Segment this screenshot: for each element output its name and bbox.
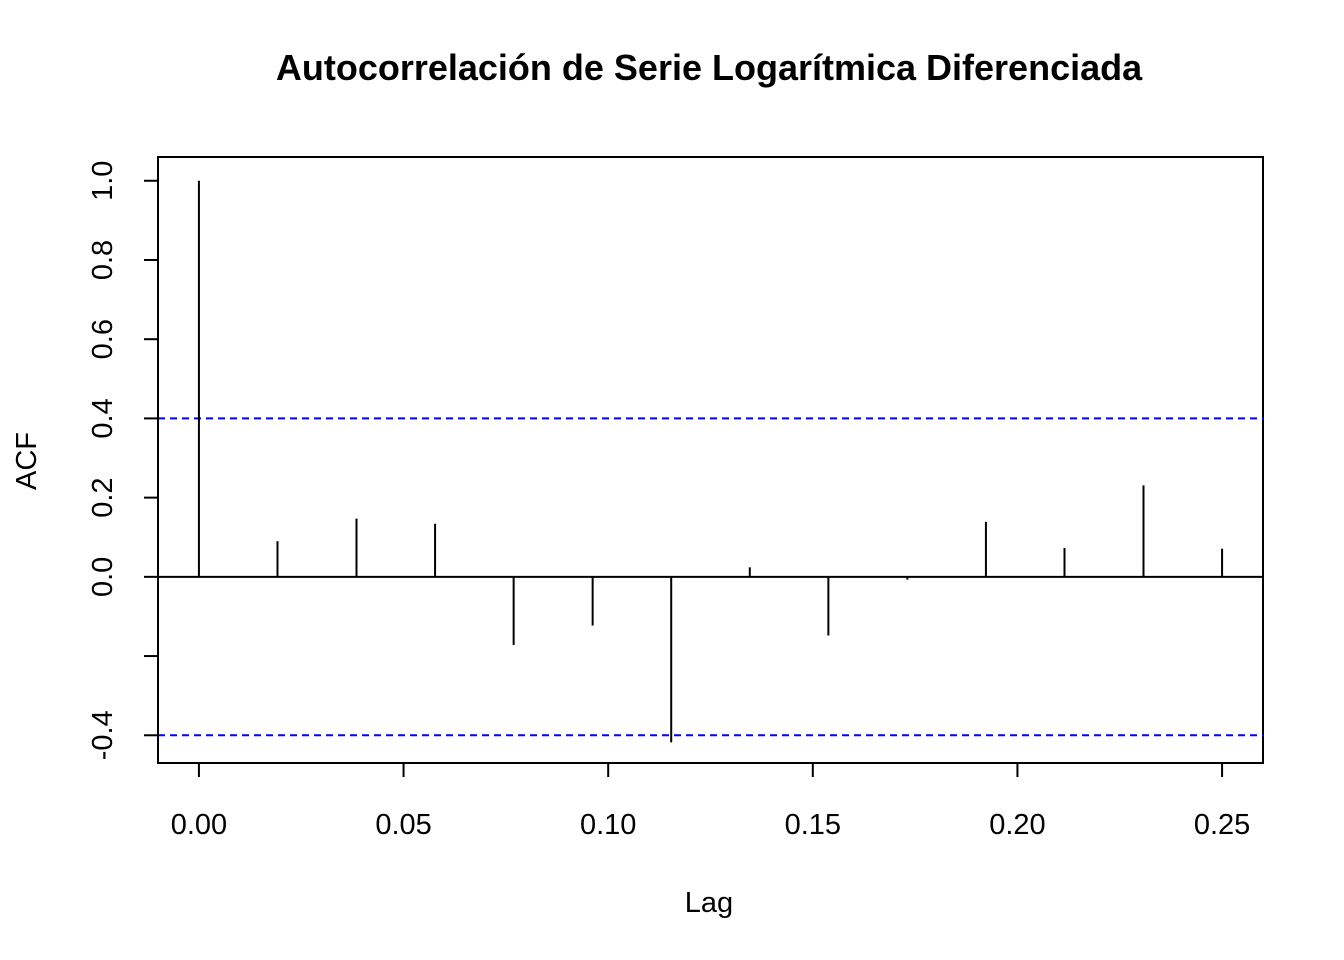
y-tick-label: 0.8 (87, 240, 119, 280)
chart-title: Autocorrelación de Serie Logarítmica Dif… (276, 47, 1143, 88)
y-tick-label: 0.4 (87, 398, 119, 438)
y-tick-label: 1.0 (87, 161, 119, 201)
plot-area (157, 156, 1264, 764)
x-tick-label: 0.25 (1194, 809, 1250, 841)
y-axis-label: ACF (11, 432, 43, 490)
x-axis-label: Lag (685, 887, 733, 919)
y-tick-label: 0.0 (87, 557, 119, 597)
x-tick-label: 0.05 (375, 809, 431, 841)
y-tick-label: -0.4 (87, 710, 119, 760)
x-tick-label: 0.00 (171, 809, 227, 841)
y-axis: -0.4 0.0 0.2 0.4 0.6 0.8 1.0 (87, 161, 159, 760)
x-axis: 0.00 0.05 0.10 0.15 0.20 0.25 (171, 762, 1250, 841)
y-tick-label: 0.6 (87, 319, 119, 359)
plot-frame (157, 156, 1264, 764)
x-tick-label: 0.20 (989, 809, 1045, 841)
x-tick-label: 0.10 (580, 809, 636, 841)
y-tick-label: 0.2 (87, 477, 119, 517)
x-tick-label: 0.15 (785, 809, 841, 841)
